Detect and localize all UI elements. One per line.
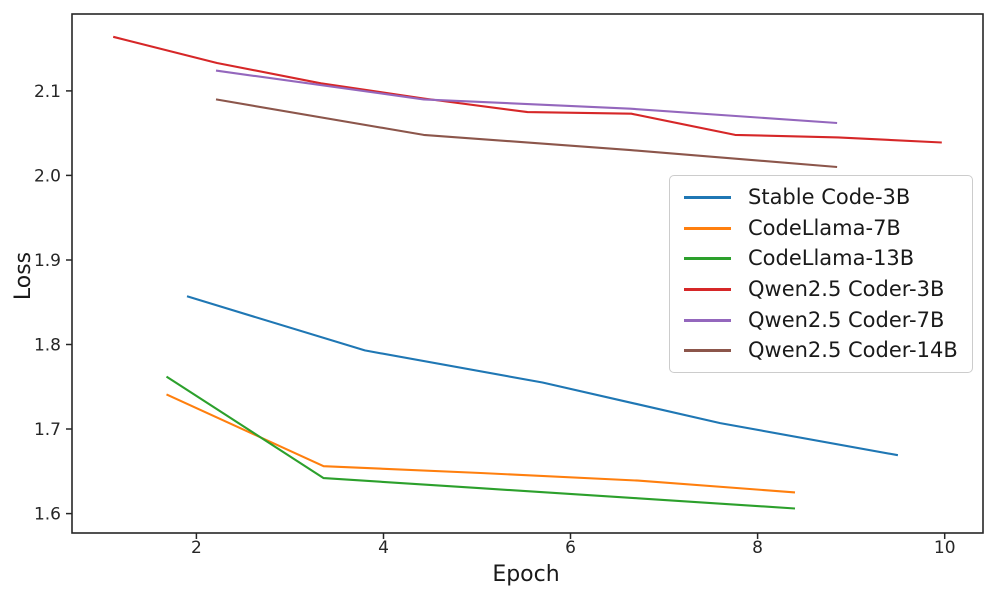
legend-label: Qwen2.5 Coder-14B	[748, 338, 958, 363]
y-tick-label: 2.0	[34, 166, 61, 186]
series-line	[112, 35, 942, 144]
x-axis-label: Epoch	[492, 562, 559, 587]
series-line	[166, 393, 796, 494]
legend-label: CodeLlama-7B	[748, 215, 901, 240]
legend-line-swatch	[684, 257, 731, 261]
legend-line-swatch	[684, 195, 731, 199]
legend-line-swatch	[684, 226, 731, 230]
legend-label: Qwen2.5 Coder-3B	[748, 276, 945, 301]
y-tick-label: 2.1	[34, 82, 61, 102]
legend-label: Stable Code-3B	[748, 184, 911, 209]
legend-line-swatch	[684, 318, 731, 322]
legend-label: CodeLlama-13B	[748, 246, 915, 271]
legend-item: CodeLlama-7B	[684, 213, 962, 244]
legend: Stable Code-3B CodeLlama-7B CodeLlama-13B Q…	[669, 175, 973, 373]
x-tick-label: 10	[934, 538, 956, 558]
x-tick-label: 6	[565, 538, 576, 558]
series-line	[215, 98, 838, 169]
series-line	[215, 69, 838, 125]
y-axis-label: Loss	[11, 252, 36, 300]
x-tick-label: 8	[752, 538, 763, 558]
legend-line-swatch	[684, 349, 731, 353]
y-tick-label: 1.6	[34, 505, 61, 525]
y-tick-label: 1.9	[34, 251, 61, 271]
x-tick-label: 2	[191, 538, 202, 558]
legend-item: Qwen2.5 Coder-14B	[684, 335, 962, 366]
legend-item: CodeLlama-13B	[684, 243, 962, 274]
x-tick-label: 4	[378, 538, 389, 558]
plot-border	[71, 13, 984, 534]
series-line	[186, 295, 899, 457]
legend-label: Qwen2.5 Coder-7B	[748, 307, 945, 332]
legend-item: Qwen2.5 Coder-3B	[684, 274, 962, 305]
legend-item: Qwen2.5 Coder-7B	[684, 305, 962, 336]
legend-line-swatch	[684, 287, 731, 291]
y-tick-label: 1.8	[34, 336, 61, 356]
legend-item: Stable Code-3B	[684, 182, 962, 213]
series-line	[165, 375, 796, 510]
y-tick-label: 1.7	[34, 420, 61, 440]
